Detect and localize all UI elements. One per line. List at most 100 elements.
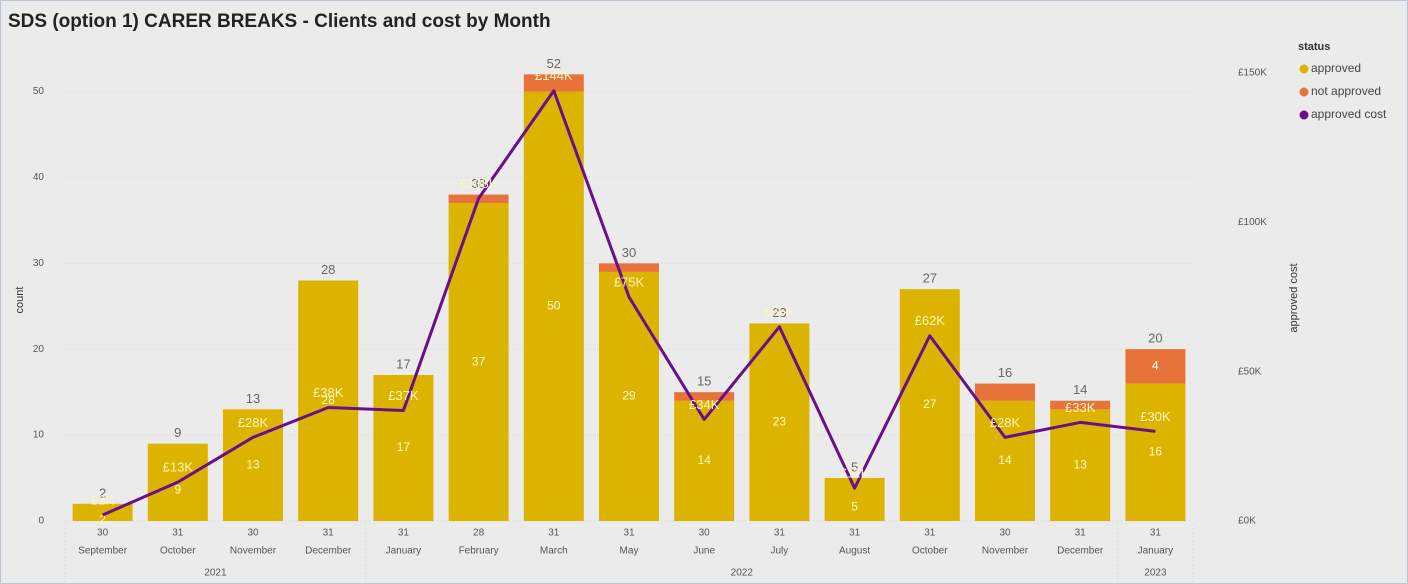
x-day-label: 31 xyxy=(323,528,335,539)
not-approved-label: 4 xyxy=(1152,359,1159,373)
x-day-label: 31 xyxy=(924,528,936,539)
y-tick-label: 10 xyxy=(33,430,45,441)
total-label: 16 xyxy=(998,365,1012,380)
cost-label: £75K xyxy=(614,274,645,289)
approved-label: 13 xyxy=(1074,457,1088,471)
y-tick-label: 50 xyxy=(33,86,45,97)
bar-approved xyxy=(749,323,810,521)
y2-tick-label: £50K xyxy=(1238,366,1262,377)
bar-approved xyxy=(975,400,1035,521)
x-day-label: 31 xyxy=(1150,528,1162,539)
bar-approved xyxy=(298,280,359,521)
bar-not-approved xyxy=(1125,349,1186,384)
legend-swatch xyxy=(1299,110,1309,120)
approved-label: 5 xyxy=(851,500,858,514)
total-label: 2 xyxy=(99,485,106,500)
legend-swatch xyxy=(1299,64,1309,74)
approved-label: 37 xyxy=(472,354,486,368)
x-year-label: 2022 xyxy=(731,568,754,579)
approved-label: 2 xyxy=(99,513,106,527)
total-label: 38 xyxy=(471,176,485,191)
legend-swatch xyxy=(1299,87,1309,97)
bar-approved xyxy=(1050,409,1111,521)
x-day-label: 31 xyxy=(849,528,861,539)
cost-label: £34K xyxy=(689,397,720,412)
cost-label: £108K xyxy=(460,176,498,191)
approved-label: 23 xyxy=(773,414,787,428)
total-label: 28 xyxy=(321,262,335,277)
approved-label: 27 xyxy=(923,397,937,411)
y-tick-label: 40 xyxy=(33,172,45,183)
x-month-label: August xyxy=(839,546,870,557)
legend-label: approved cost xyxy=(1311,107,1387,121)
total-label: 5 xyxy=(851,459,858,474)
x-month-label: November xyxy=(982,546,1029,557)
approved-label: 14 xyxy=(698,453,712,467)
x-month-label: September xyxy=(78,546,128,557)
x-month-label: December xyxy=(1057,546,1104,557)
approved-label: 50 xyxy=(547,298,561,312)
approved-label: 17 xyxy=(397,440,411,454)
bar-approved xyxy=(899,289,960,521)
x-day-label: 30 xyxy=(699,528,711,539)
x-month-label: January xyxy=(1138,546,1174,557)
x-day-label: 30 xyxy=(999,528,1011,539)
x-day-label: 31 xyxy=(623,528,635,539)
bar-approved xyxy=(599,271,659,521)
total-label: 14 xyxy=(1073,382,1087,397)
y2-axis-title: approved cost xyxy=(1288,263,1300,332)
bar-not-approved xyxy=(599,263,659,272)
y2-tick-label: £100K xyxy=(1238,217,1267,228)
approved-label: 16 xyxy=(1149,444,1163,458)
total-label: 13 xyxy=(246,391,260,406)
legend-label: not approved xyxy=(1311,84,1381,98)
cost-label: £62K xyxy=(915,313,946,328)
bar-approved xyxy=(373,374,434,521)
y-tick-label: 0 xyxy=(38,516,44,527)
approved-label: 14 xyxy=(998,453,1012,467)
total-label: 15 xyxy=(697,374,711,389)
total-label: 52 xyxy=(547,56,561,71)
bar-approved xyxy=(523,91,584,522)
x-month-label: January xyxy=(386,546,422,557)
x-month-label: November xyxy=(230,546,277,557)
cost-line xyxy=(101,89,1156,517)
y-axis-title: count xyxy=(14,287,26,314)
x-day-label: 31 xyxy=(774,528,786,539)
x-month-label: June xyxy=(693,546,715,557)
x-month-label: October xyxy=(912,546,948,557)
total-label: 17 xyxy=(396,356,410,371)
cost-label: £13K xyxy=(163,460,194,475)
x-day-label: 31 xyxy=(172,528,184,539)
y-tick-label: 20 xyxy=(33,344,45,355)
cost-label: £28K xyxy=(990,415,1021,430)
legend-label: approved xyxy=(1311,61,1361,75)
bar-not-approved xyxy=(674,392,735,401)
bar-approved xyxy=(1125,383,1186,521)
bar-not-approved xyxy=(1050,400,1111,410)
approved-label: 9 xyxy=(174,483,181,497)
x-month-label: May xyxy=(620,546,639,557)
x-month-label: July xyxy=(771,546,789,557)
x-year-label: 2021 xyxy=(204,568,227,579)
approved-label: 28 xyxy=(322,393,336,407)
x-month-label: December xyxy=(305,546,352,557)
cost-label: £33K xyxy=(1065,400,1096,415)
cost-label: £38K xyxy=(313,385,344,400)
total-label: 20 xyxy=(1148,331,1162,346)
cost-label: £37K xyxy=(388,388,419,403)
x-day-label: 30 xyxy=(247,528,259,539)
y2-tick-label: £0K xyxy=(1238,516,1256,527)
x-year-label: 2023 xyxy=(1144,568,1167,579)
x-day-label: 31 xyxy=(1075,528,1087,539)
bar-not-approved xyxy=(523,74,584,92)
total-label: 30 xyxy=(622,245,636,260)
y2-tick-label: £150K xyxy=(1238,68,1267,79)
cost-label: £65K xyxy=(764,304,795,319)
x-month-label: October xyxy=(160,546,196,557)
x-month-label: March xyxy=(540,546,568,557)
cost-label: £28K xyxy=(238,415,269,430)
approved-label: 29 xyxy=(622,389,636,403)
y-tick-label: 30 xyxy=(33,258,45,269)
